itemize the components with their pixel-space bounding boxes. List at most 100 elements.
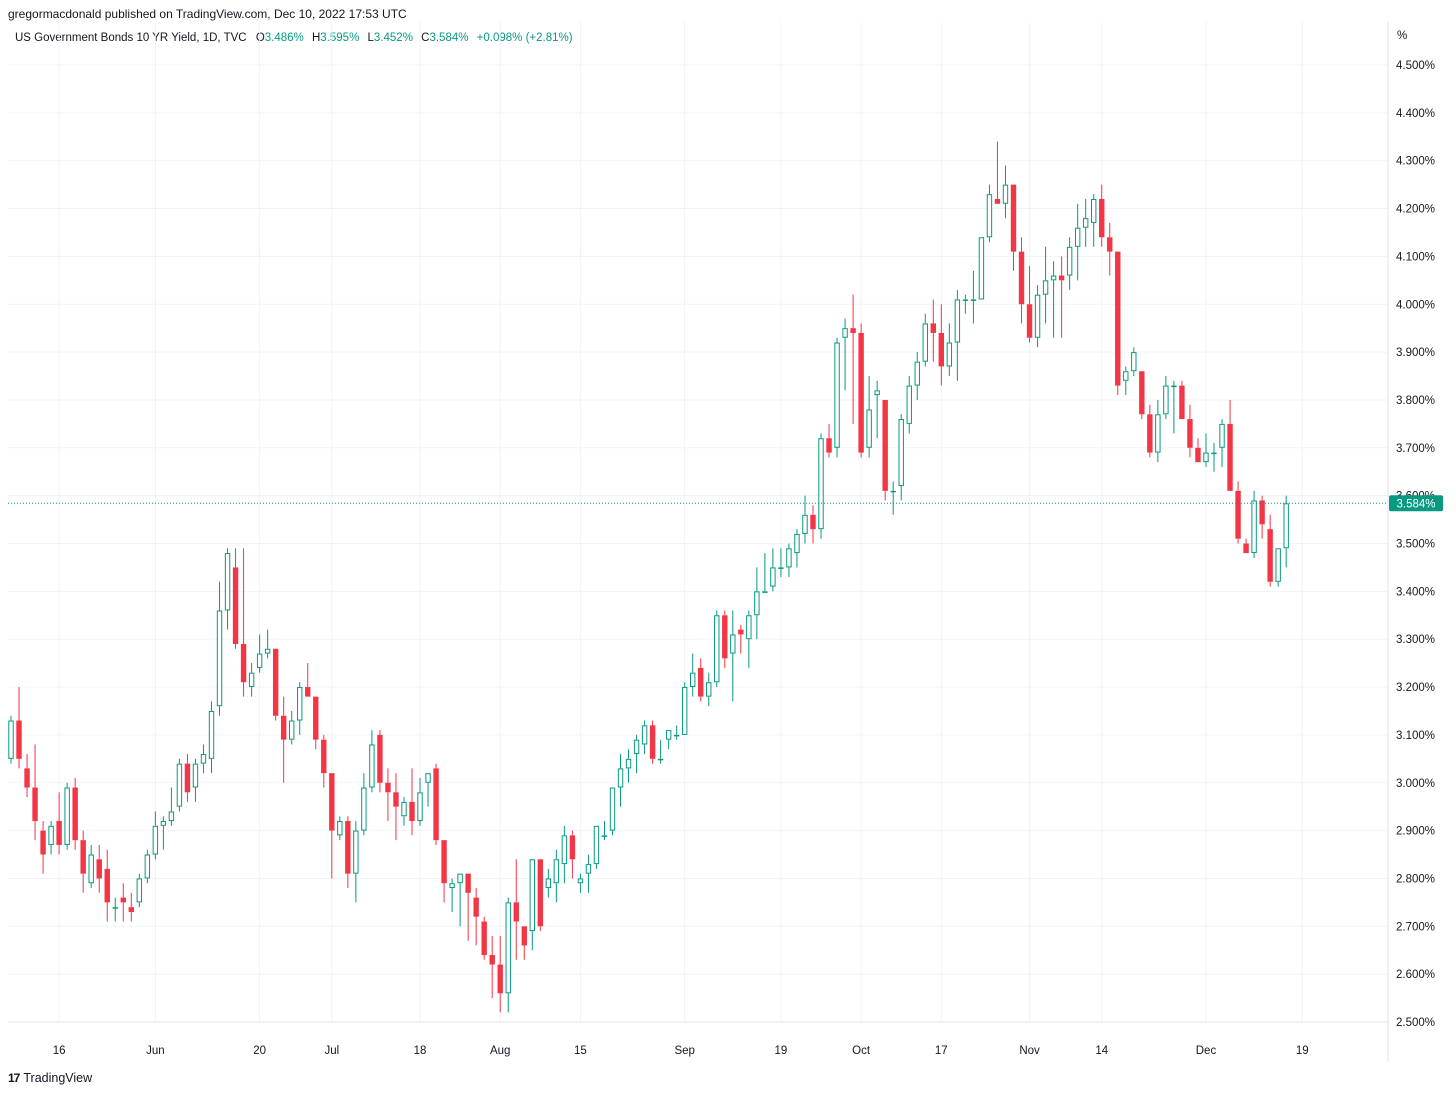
candle-body — [561, 835, 568, 865]
time-axis[interactable]: 16 Jun 20 Jul 18 Aug 15 Sep 19 Oct 17 Nov 14 Dec 19 — [53, 1045, 1309, 1057]
candle-body — [313, 696, 319, 740]
candle-down — [1187, 404, 1193, 458]
candle-up — [248, 663, 255, 697]
candle-up — [1155, 399, 1161, 463]
candle-body — [120, 897, 126, 903]
y-tick-label: 3.400% — [1396, 586, 1435, 598]
candle-body — [762, 591, 768, 593]
candle-up — [337, 816, 343, 841]
candle-down — [56, 792, 62, 855]
candle-up — [617, 754, 624, 807]
y-tick-label: 4.000% — [1396, 299, 1435, 311]
candle-body — [208, 710, 215, 759]
candle-down — [497, 935, 503, 1013]
candle-body — [1131, 352, 1137, 372]
candle-up — [906, 376, 912, 434]
candle-down — [1058, 256, 1065, 338]
candle-body — [1259, 500, 1265, 525]
candle-down — [465, 873, 471, 941]
candle-body — [272, 648, 279, 716]
candle-body — [898, 419, 904, 487]
candle-body — [32, 787, 38, 822]
x-tick-label: 16 — [53, 1045, 66, 1057]
candle-up — [88, 844, 94, 889]
candle-body — [778, 567, 784, 569]
candle-body — [128, 907, 134, 912]
candle-down — [698, 658, 704, 702]
candle-body — [1002, 184, 1009, 204]
candle-body — [216, 610, 223, 707]
candle-down — [994, 141, 1001, 204]
candle-down — [1139, 371, 1145, 420]
candle-body — [673, 734, 680, 737]
candle-body — [1219, 423, 1225, 448]
candle-down — [1107, 222, 1113, 276]
candle-body — [938, 332, 945, 367]
candle-down — [272, 648, 279, 721]
candle-down — [826, 423, 832, 458]
candle-up — [577, 873, 584, 893]
candle-up — [898, 414, 904, 501]
candle-body — [954, 299, 961, 343]
y-tick-label: 4.200% — [1396, 204, 1435, 216]
candle-up — [1034, 285, 1041, 348]
candle-down — [184, 754, 191, 802]
candle-body — [337, 821, 343, 836]
candle-body — [1235, 490, 1241, 539]
candle-down — [537, 859, 544, 932]
candle-body — [513, 902, 519, 922]
y-tick-label: 2.800% — [1396, 873, 1435, 885]
y-tick-label: 3.300% — [1396, 634, 1435, 646]
y-tick-label: 2.700% — [1396, 921, 1435, 933]
y-tick-label: 3.800% — [1396, 395, 1435, 407]
candle-up — [633, 734, 640, 774]
candle-body — [248, 672, 255, 688]
candle-down — [280, 696, 287, 783]
publisher-credit: gregormacdonald published on TradingView… — [8, 7, 407, 21]
candle-down — [938, 304, 945, 386]
candle-body — [1123, 371, 1129, 381]
candle-body — [786, 548, 792, 568]
candle-up — [818, 433, 824, 539]
candle-down — [1010, 184, 1017, 271]
candle-up — [369, 730, 375, 793]
candle-up — [1091, 194, 1097, 247]
candle-body — [681, 687, 688, 735]
candle-body — [1195, 447, 1201, 463]
candle-down — [1227, 399, 1233, 491]
candle-body — [433, 768, 439, 841]
candle-down — [1018, 237, 1025, 324]
candle-up — [208, 701, 215, 774]
candle-body — [256, 653, 263, 668]
candle-body — [160, 821, 167, 826]
candle-up — [802, 495, 808, 544]
candle-down — [433, 763, 439, 845]
candle-up — [1042, 246, 1049, 324]
candle-body — [746, 615, 752, 640]
candle-body — [1211, 452, 1217, 455]
candle-up — [978, 237, 985, 300]
candle-down — [489, 935, 495, 999]
x-tick-label: 19 — [1296, 1045, 1309, 1057]
candle-down — [1259, 495, 1265, 539]
tradingview-brand: TradingView — [23, 1071, 93, 1085]
candle-body — [1179, 385, 1185, 420]
price-axis[interactable]: 2.500% 2.600% 2.700% 2.800% 2.900% 3.000% 3.10… — [1396, 60, 1435, 1029]
candle-body — [369, 744, 375, 788]
symbol-title[interactable]: US Government Bonds 10 YR Yield, 1D, TVC — [15, 32, 247, 44]
candle-up — [1131, 347, 1137, 377]
candle-up — [834, 337, 840, 458]
candle-body — [978, 237, 985, 300]
candle-down — [240, 548, 247, 697]
candle-up — [1171, 380, 1177, 434]
y-tick-label: 3.900% — [1396, 347, 1435, 359]
candle-up — [641, 720, 648, 755]
candle-body — [441, 840, 447, 884]
x-tick-label: 18 — [414, 1045, 427, 1057]
candle-up — [962, 294, 969, 314]
candle-down — [232, 548, 239, 649]
candle-body — [345, 821, 351, 874]
candle-up — [361, 773, 367, 836]
candle-body — [80, 840, 86, 874]
